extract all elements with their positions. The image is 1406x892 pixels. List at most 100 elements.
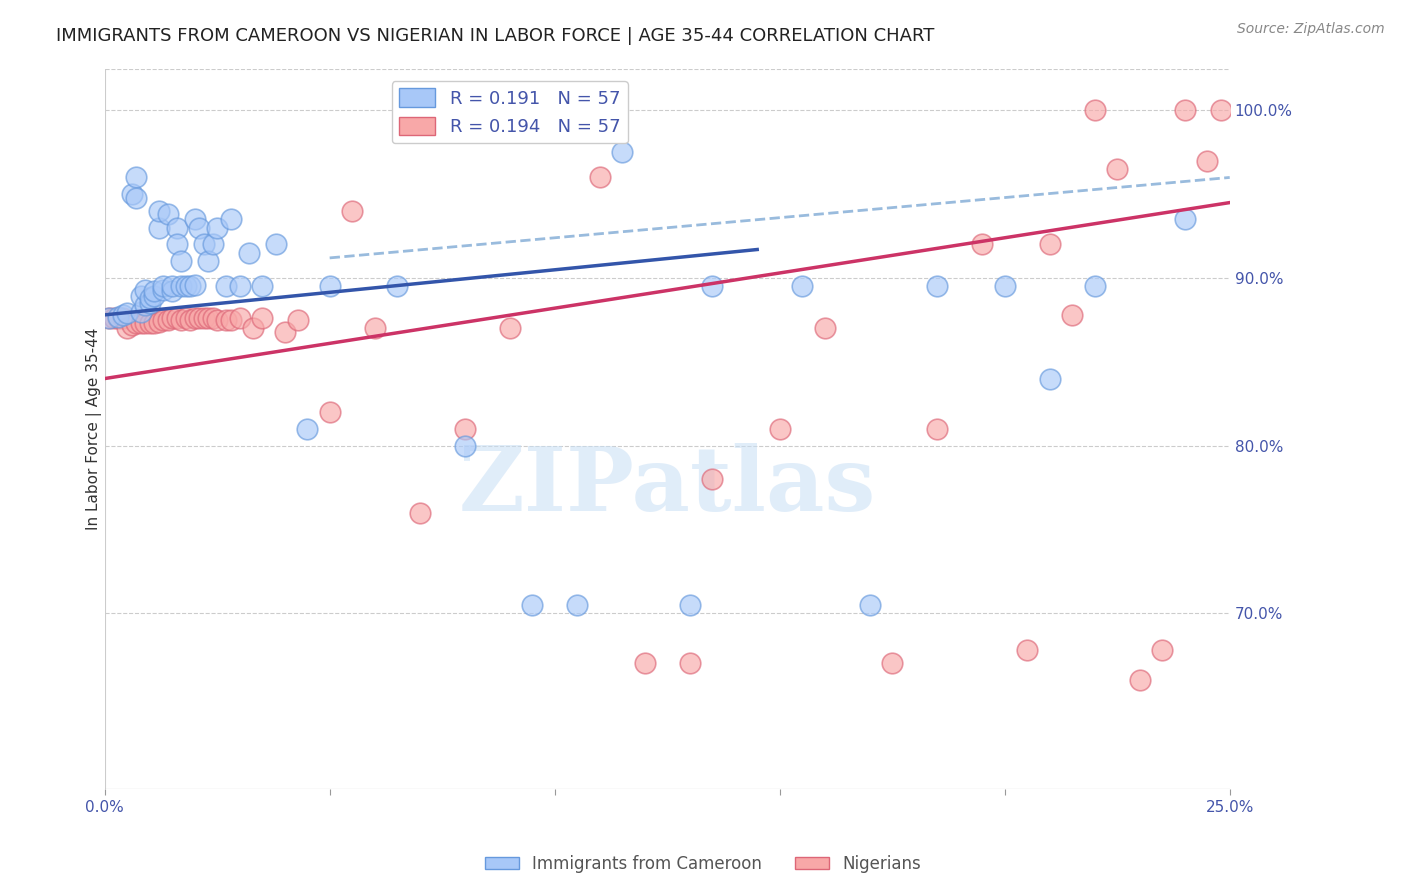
Point (121, 187, 143, 202)
Point (205, 313, 228, 327)
Point (115, 321, 138, 335)
Legend: R = 0.191   N = 57, R = 0.194   N = 57: R = 0.191 N = 57, R = 0.194 N = 57 (392, 81, 627, 144)
Point (679, 657, 702, 671)
Point (129, 316, 152, 330)
Point (927, 279, 949, 293)
Point (1062, 308, 1084, 322)
Point (115, 306, 138, 320)
Point (152, 279, 174, 293)
Point (152, 283, 174, 297)
Point (143, 289, 166, 303)
Point (242, 321, 264, 335)
Point (201, 311, 224, 326)
Point (1084, 279, 1107, 293)
Point (188, 220, 211, 235)
Point (219, 313, 242, 327)
Point (138, 291, 160, 305)
Point (589, 170, 612, 185)
Point (138, 316, 160, 330)
Point (156, 313, 179, 327)
Point (170, 254, 193, 268)
Point (408, 506, 430, 520)
Point (814, 321, 837, 335)
Point (792, 279, 814, 293)
Point (148, 220, 170, 235)
Point (287, 313, 309, 327)
Point (98, 311, 121, 326)
Point (148, 204, 170, 219)
Point (454, 422, 477, 436)
Point (179, 279, 201, 293)
Point (702, 472, 724, 486)
Text: Source: ZipAtlas.com: Source: ZipAtlas.com (1237, 22, 1385, 37)
Point (174, 311, 197, 326)
Point (179, 313, 201, 327)
Point (1197, 153, 1219, 168)
Point (264, 237, 287, 252)
Point (125, 316, 148, 330)
Point (385, 279, 408, 293)
Point (121, 318, 143, 332)
Point (1209, 103, 1232, 118)
Point (188, 311, 211, 326)
Point (215, 279, 238, 293)
Point (111, 311, 134, 326)
Point (612, 145, 634, 160)
Point (103, 311, 125, 326)
Text: ZIPatlas: ZIPatlas (458, 443, 876, 530)
Point (156, 207, 179, 221)
Point (1084, 103, 1107, 118)
Point (160, 285, 183, 299)
Point (994, 279, 1017, 293)
Point (166, 220, 188, 235)
Point (125, 190, 148, 204)
Point (927, 422, 949, 436)
Point (702, 279, 724, 293)
Point (250, 279, 273, 293)
Point (567, 598, 589, 612)
Point (134, 316, 156, 330)
Point (1107, 162, 1129, 177)
Point (250, 311, 273, 326)
Point (201, 237, 224, 252)
Point (859, 598, 882, 612)
Point (197, 311, 219, 326)
Point (769, 422, 792, 436)
Point (107, 311, 129, 326)
Point (1039, 237, 1062, 252)
Point (197, 254, 219, 268)
Point (238, 245, 260, 260)
Point (634, 657, 657, 671)
Point (318, 279, 340, 293)
Point (193, 237, 215, 252)
Point (318, 405, 340, 419)
Point (228, 279, 250, 293)
Point (160, 279, 183, 293)
Point (111, 308, 134, 322)
Point (166, 237, 188, 252)
Point (205, 220, 228, 235)
Point (193, 311, 215, 326)
Point (972, 237, 994, 252)
Point (340, 204, 363, 219)
Point (219, 212, 242, 227)
Point (882, 657, 904, 671)
Point (215, 313, 238, 327)
Point (98, 311, 121, 326)
Point (454, 439, 477, 453)
Point (134, 298, 156, 312)
Point (166, 311, 188, 326)
Point (174, 279, 197, 293)
Point (1174, 212, 1197, 227)
Point (183, 212, 205, 227)
Point (1174, 103, 1197, 118)
Point (1017, 643, 1039, 657)
Point (183, 277, 205, 292)
Point (152, 313, 174, 327)
Point (170, 313, 193, 327)
Point (679, 598, 702, 612)
Point (107, 310, 129, 324)
Point (1039, 371, 1062, 385)
Point (148, 315, 170, 329)
Y-axis label: In Labor Force | Age 35-44: In Labor Force | Age 35-44 (86, 327, 101, 530)
